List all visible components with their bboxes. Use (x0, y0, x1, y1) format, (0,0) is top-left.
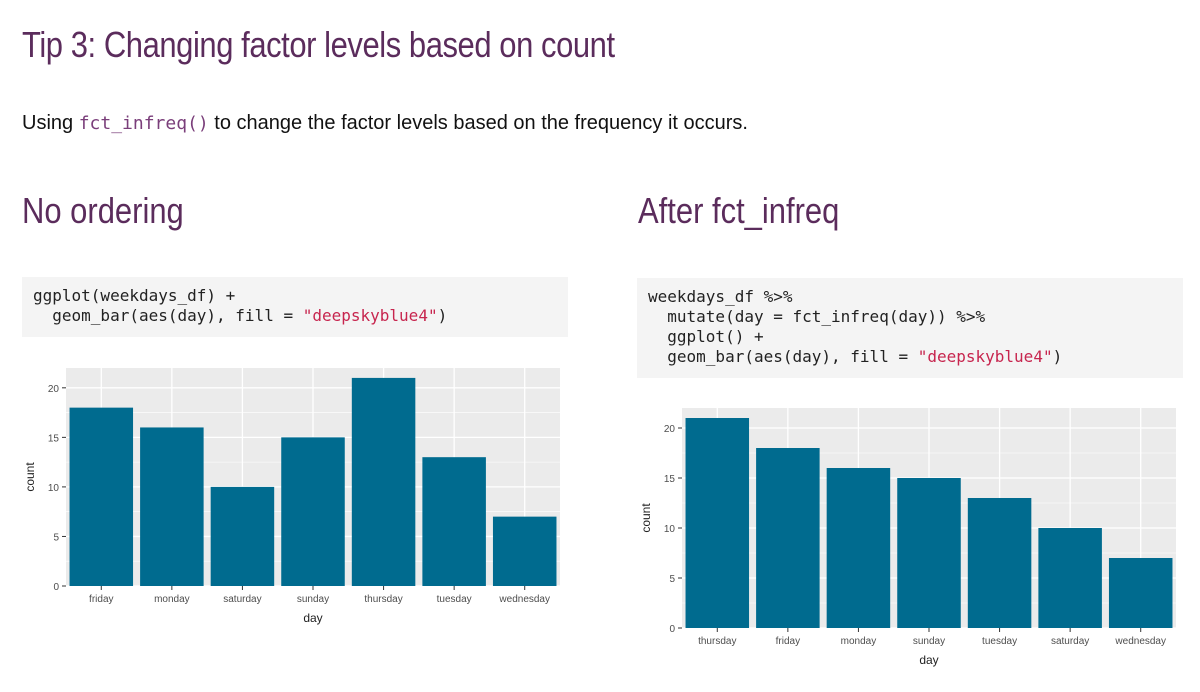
bar-saturday (1038, 528, 1102, 628)
code-line: weekdays_df %>% (648, 287, 1172, 307)
x-tick-label: friday (89, 594, 113, 605)
intro-code: fct_infreq() (78, 113, 209, 134)
bar-friday (756, 448, 820, 628)
bar-friday (69, 407, 134, 586)
right-chart-svg: 0 5 10 15 20 thursday friday monday sunday tuesda… (639, 408, 1176, 667)
code-text: ) (1052, 347, 1063, 366)
y-tick-label: 10 (664, 524, 676, 535)
x-tick-label: friday (776, 636, 800, 647)
x-tick-label: monday (154, 594, 190, 605)
bar-sunday (281, 437, 345, 586)
page-title: Tip 3: Changing factor levels based on c… (22, 24, 615, 65)
code-text: geom_bar(aes(day), fill = (33, 306, 303, 325)
x-tick-label: monday (841, 636, 877, 647)
code-text: ggplot() + (648, 327, 764, 346)
code-text: weekdays_df %>% (648, 287, 793, 306)
x-tick-label: saturday (223, 594, 261, 605)
code-line: ggplot(weekdays_df) + (33, 286, 557, 306)
intro-before: Using (22, 112, 79, 134)
y-tick-label: 5 (53, 532, 59, 543)
bar-monday (826, 468, 891, 628)
code-line: ggplot() + (648, 327, 1172, 347)
code-text: ggplot(weekdays_df) + (33, 286, 236, 305)
y-axis-label: count (639, 503, 653, 533)
bar-tuesday (422, 457, 486, 586)
left-code-block: ggplot(weekdays_df) + geom_bar(aes(day),… (22, 277, 568, 337)
bar-tuesday (967, 498, 1032, 628)
left-chart-svg: 0 5 10 15 20 friday monday saturday sunday thursd… (23, 368, 560, 625)
code-string: "deepskyblue4" (302, 306, 438, 325)
intro-after: to change the factor levels based on the… (208, 112, 748, 134)
right-heading: After fct_infreq (638, 190, 840, 231)
x-axis-label: day (919, 653, 938, 667)
left-bar-chart: 0 5 10 15 20 friday monday saturday sunday thursd… (20, 362, 568, 630)
code-line: mutate(day = fct_infreq(day)) %>% (648, 307, 1172, 327)
code-line: geom_bar(aes(day), fill = "deepskyblue4"… (648, 347, 1172, 367)
left-heading: No ordering (22, 190, 184, 231)
code-line: geom_bar(aes(day), fill = "deepskyblue4"… (33, 306, 557, 326)
bar-sunday (897, 478, 961, 628)
code-text: mutate(day = fct_infreq(day)) %>% (648, 307, 986, 326)
x-tick-label: saturday (1051, 636, 1089, 647)
y-tick-label: 15 (664, 474, 676, 485)
y-tick-label: 5 (669, 574, 675, 585)
x-tick-label: sunday (297, 594, 329, 605)
code-text: geom_bar(aes(day), fill = (648, 347, 918, 366)
bar-thursday (351, 377, 416, 586)
y-tick-label: 0 (669, 624, 675, 635)
code-string: "deepskyblue4" (917, 347, 1053, 366)
bar-thursday (685, 418, 750, 628)
y-tick-label: 20 (48, 384, 60, 395)
bar-saturday (210, 486, 275, 586)
y-tick-label: 20 (664, 424, 676, 435)
y-axis-label: count (23, 462, 37, 492)
right-code-block: weekdays_df %>% mutate(day = fct_infreq(… (637, 278, 1183, 378)
x-tick-label: thursday (364, 594, 402, 605)
code-text: ) (437, 306, 448, 325)
intro-text: Using fct_infreq() to change the factor … (22, 112, 748, 135)
y-tick-label: 0 (53, 582, 59, 593)
bar-wednesday (492, 516, 557, 586)
right-bar-chart: 0 5 10 15 20 thursday friday monday sunday tuesda… (636, 402, 1184, 672)
bar-wednesday (1108, 558, 1173, 628)
y-tick-label: 15 (48, 433, 60, 444)
x-tick-label: sunday (913, 636, 945, 647)
x-tick-label: wednesday (498, 594, 550, 605)
x-tick-label: thursday (698, 636, 736, 647)
x-tick-label: wednesday (1114, 636, 1166, 647)
x-tick-label: tuesday (437, 594, 472, 605)
bar-monday (140, 427, 204, 586)
x-axis-label: day (303, 611, 322, 625)
y-tick-label: 10 (48, 483, 60, 494)
x-tick-label: tuesday (982, 636, 1017, 647)
